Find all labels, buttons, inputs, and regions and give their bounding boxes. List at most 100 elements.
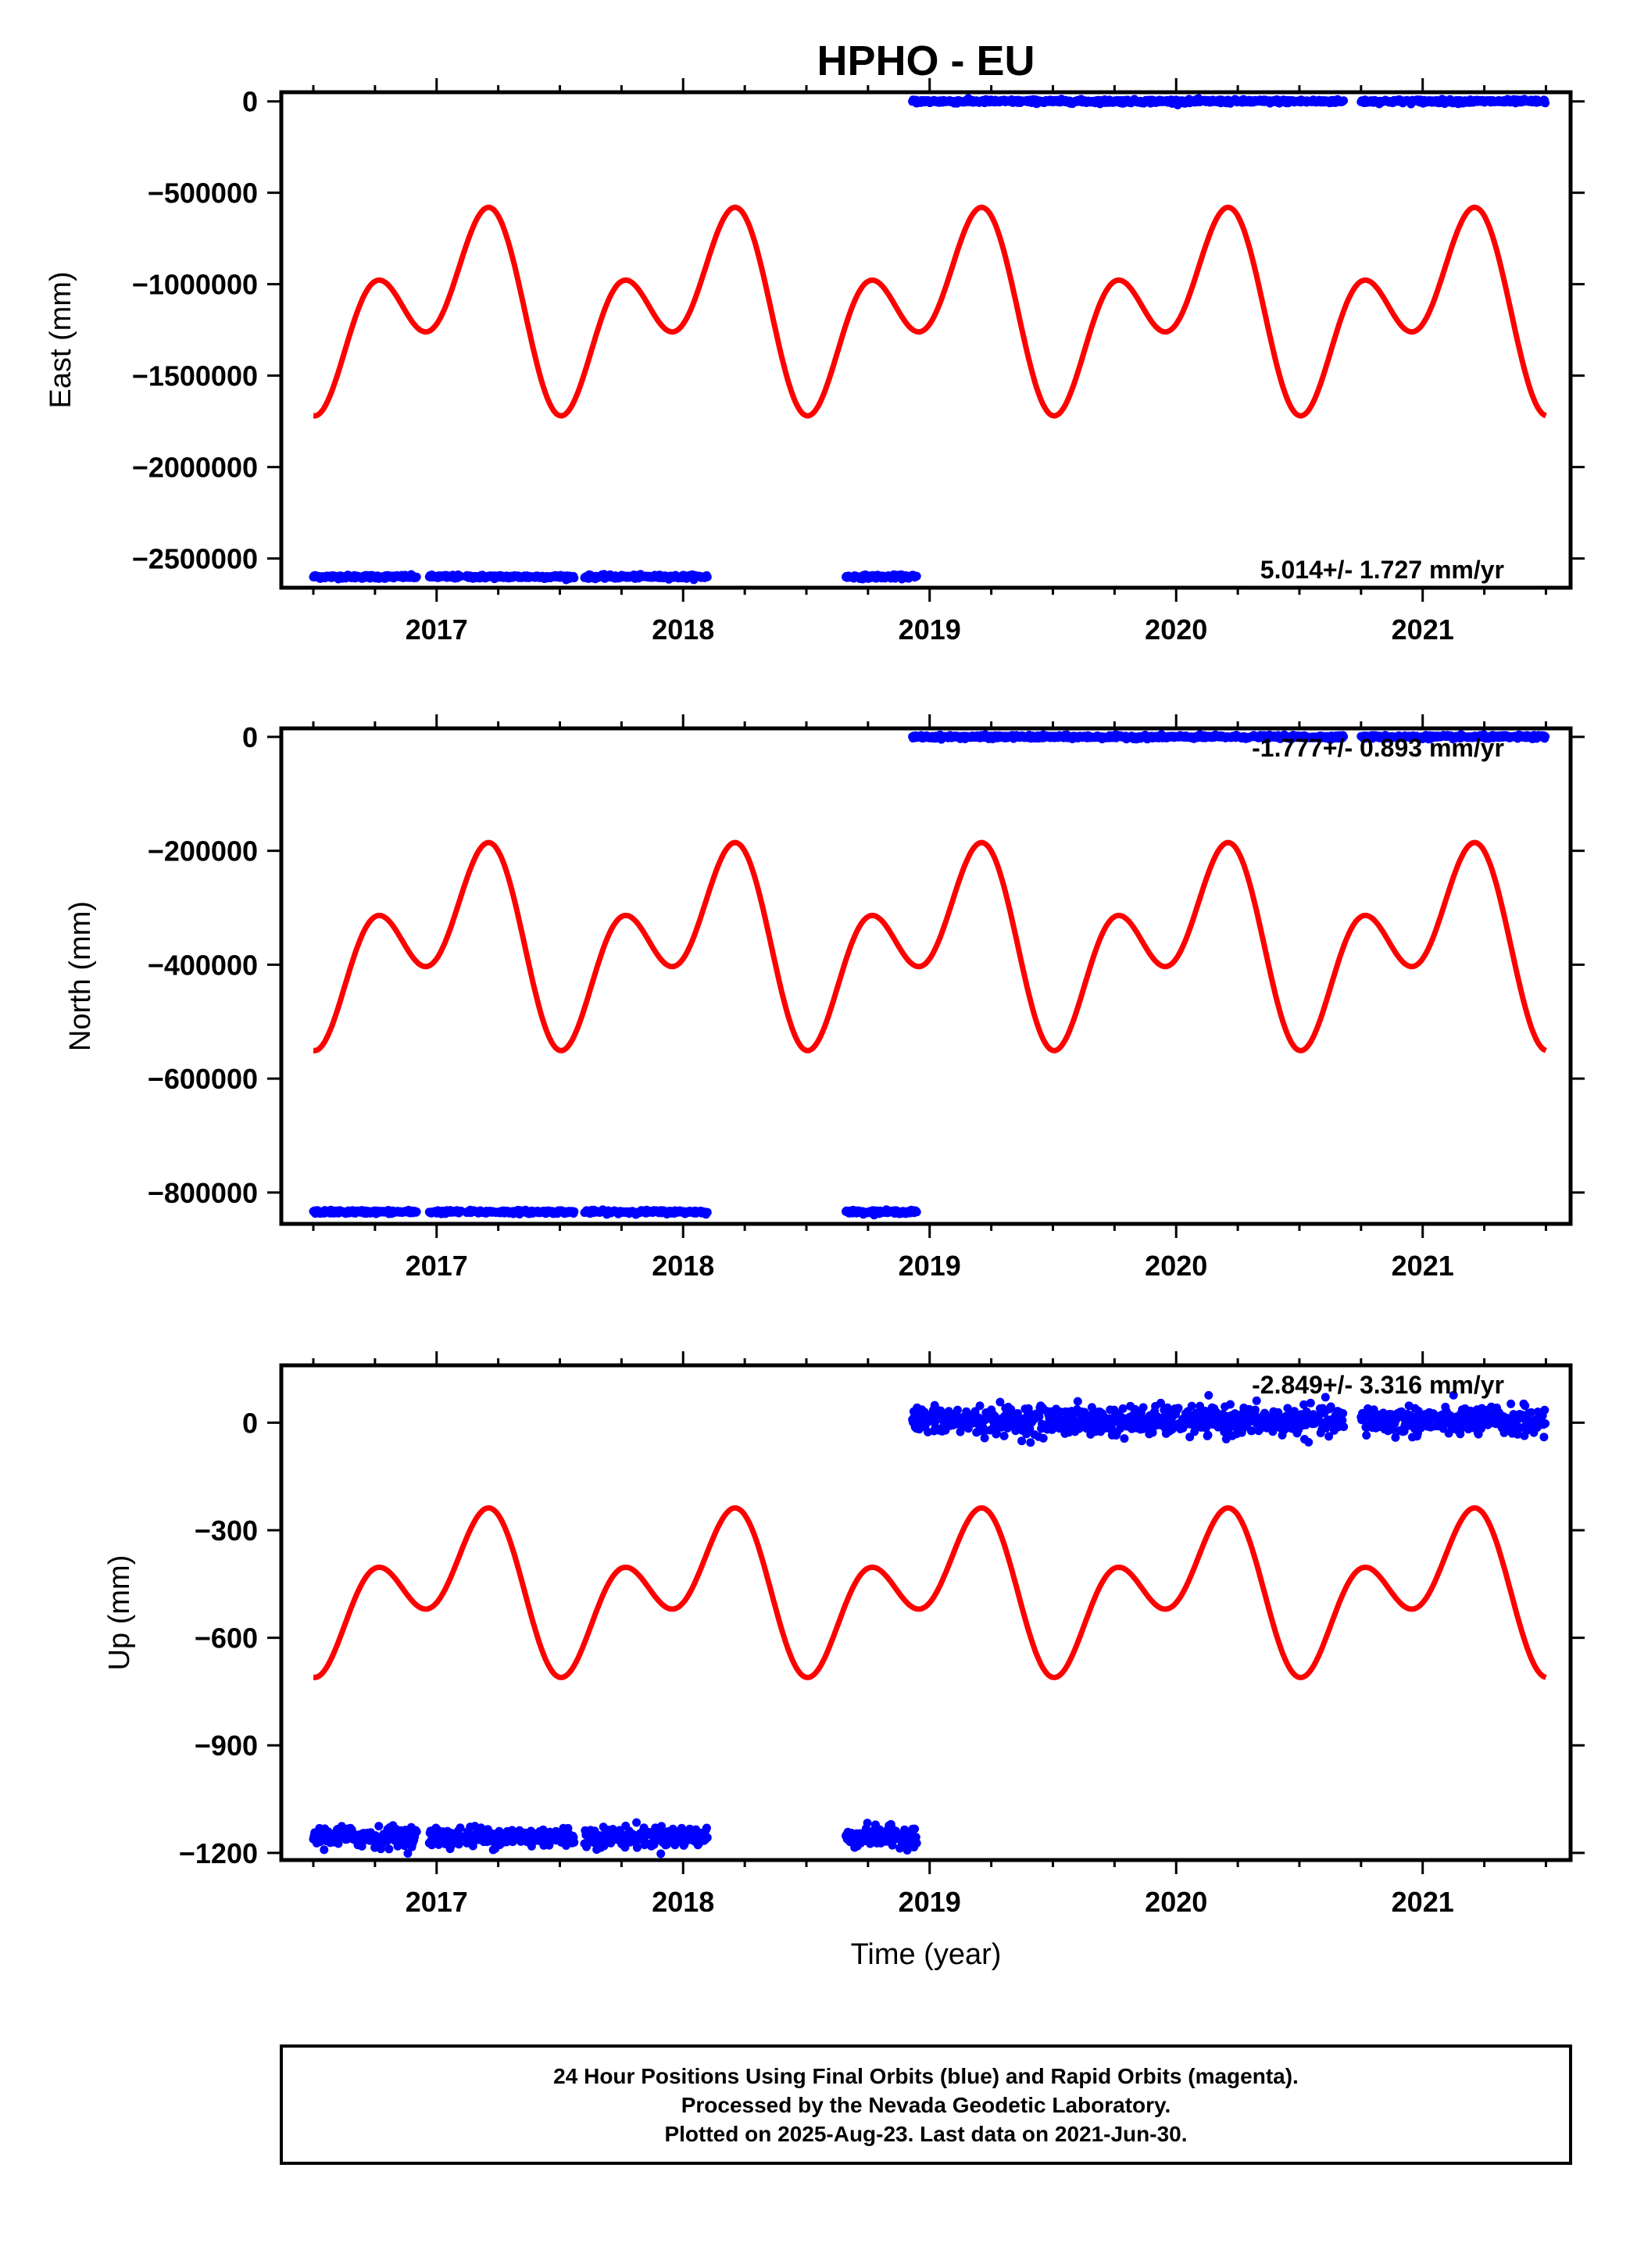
x-tick-label: 2018: [652, 614, 714, 646]
data-point: [1006, 1404, 1016, 1414]
data-point: [1148, 1428, 1157, 1437]
y-tick-label: −300: [195, 1515, 258, 1547]
x-tick-label: 2017: [406, 614, 468, 646]
data-point: [1306, 1398, 1315, 1408]
y-axis-label: Up (mm): [103, 1555, 136, 1671]
x-tick-label: 2019: [899, 1250, 961, 1282]
chart-title: HPHO - EU: [817, 38, 1035, 84]
x-tick-label: 2021: [1392, 614, 1454, 646]
data-point: [1326, 1402, 1335, 1411]
y-tick-label: −1200: [179, 1837, 258, 1869]
data-point: [1339, 732, 1349, 741]
y-tick-label: −600: [195, 1622, 258, 1654]
data-point: [570, 1837, 579, 1847]
data-point: [374, 1822, 384, 1831]
data-point: [1369, 1405, 1378, 1415]
data-point: [1457, 1423, 1466, 1433]
data-point: [1250, 1405, 1260, 1415]
model-curve: [313, 839, 1547, 1054]
y-tick-label: −400000: [148, 949, 258, 981]
data-point: [1540, 1405, 1549, 1415]
data-point: [1339, 96, 1349, 106]
data-point: [1391, 1433, 1400, 1442]
data-point: [599, 1841, 609, 1851]
data-point: [632, 1818, 642, 1827]
data-point: [1038, 1433, 1048, 1443]
data-point: [1324, 1432, 1334, 1441]
panel-frame: [279, 90, 1573, 590]
data-point: [1120, 1434, 1129, 1443]
footer-box: 24 Hour Positions Using Final Orbits (bl…: [280, 2044, 1572, 2165]
data-point: [570, 574, 579, 583]
data-point: [1290, 1407, 1299, 1416]
x-tick-label: 2020: [1145, 1886, 1207, 1918]
data-point: [1017, 1436, 1027, 1446]
data-point: [656, 1849, 666, 1858]
x-tick-label: 2021: [1392, 1886, 1454, 1918]
y-tick-label: −1500000: [132, 360, 258, 392]
x-tick-label: 2017: [406, 1886, 468, 1918]
panel-frame: [279, 1363, 1573, 1862]
y-tick-label: 0: [242, 86, 258, 118]
data-point: [1118, 1404, 1128, 1413]
rate-annotation: -1.777+/- 0.893 mm/yr: [1252, 734, 1504, 762]
y-tick-label: −500000: [148, 177, 258, 209]
data-point: [1527, 1408, 1535, 1417]
data-point: [403, 1849, 413, 1858]
data-point: [1304, 1437, 1314, 1447]
data-point: [1521, 1401, 1530, 1411]
data-point: [1203, 1430, 1213, 1440]
rate-annotation: 5.014+/- 1.727 mm/yr: [1260, 556, 1504, 584]
data-point: [1138, 1403, 1148, 1412]
data-point: [863, 1819, 872, 1828]
data-point: [412, 1207, 421, 1216]
data-point: [1541, 1419, 1550, 1428]
data-point: [1539, 1433, 1549, 1442]
panel-frame: [279, 726, 1573, 1226]
panels-group: 0−500000−1000000−1500000−2000000−2500000…: [45, 78, 1585, 1918]
observation-points: [309, 94, 1550, 585]
data-point: [875, 1825, 885, 1834]
x-tick-label: 2020: [1145, 1250, 1207, 1282]
data-point: [1247, 1426, 1256, 1436]
data-point: [1299, 1400, 1309, 1409]
x-axis-label: Time (year): [851, 1938, 1002, 1971]
data-point: [912, 1207, 921, 1217]
data-point: [570, 1207, 579, 1216]
x-tick-label: 2019: [899, 1886, 961, 1918]
x-tick-label: 2018: [652, 1886, 714, 1918]
data-point: [1507, 1399, 1516, 1408]
y-axis-label: North (mm): [64, 901, 97, 1051]
model-curve: [313, 1505, 1547, 1680]
data-point: [1362, 1431, 1371, 1440]
y-tick-label: −2000000: [132, 452, 258, 484]
y-tick-label: −800000: [148, 1177, 258, 1209]
data-point: [912, 1838, 921, 1848]
y-tick-label: 0: [242, 721, 258, 753]
data-point: [980, 1433, 989, 1443]
footer-line-1: 24 Hour Positions Using Final Orbits (bl…: [553, 2063, 1299, 2088]
data-point: [1035, 1412, 1044, 1422]
observation-points: [309, 730, 1550, 1220]
x-tick-label: 2017: [406, 1250, 468, 1282]
x-tick-label: 2018: [652, 1250, 714, 1282]
y-tick-label: −900: [195, 1730, 258, 1762]
x-tick-label: 2019: [899, 614, 961, 646]
data-point: [412, 572, 421, 581]
data-point: [702, 1823, 711, 1833]
data-point: [1073, 1397, 1082, 1406]
data-point: [900, 1825, 910, 1834]
y-axis-label: East (mm): [45, 271, 77, 408]
y-tick-label: −2500000: [132, 543, 258, 575]
y-tick-label: −200000: [148, 835, 258, 867]
data-point: [1541, 98, 1550, 108]
footer-line-3: Plotted on 2025-Aug-23. Last data on 202…: [664, 2121, 1188, 2146]
data-point: [1513, 1429, 1522, 1439]
x-tick-label: 2021: [1392, 1250, 1454, 1282]
data-point: [632, 1843, 642, 1852]
data-point: [427, 1841, 437, 1850]
data-point: [995, 1397, 1005, 1407]
data-point: [999, 1431, 1009, 1440]
